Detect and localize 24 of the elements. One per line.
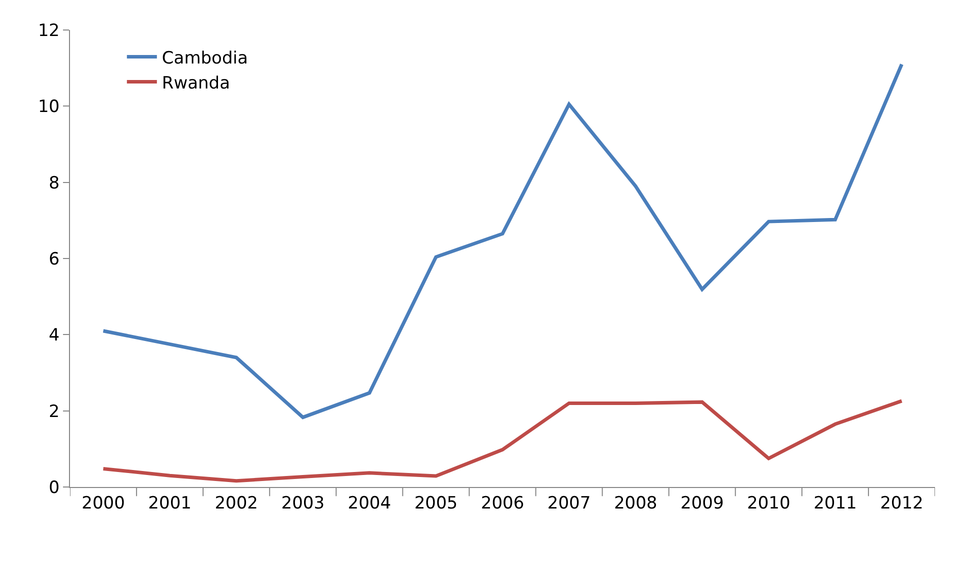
y-tick-label: 0 [48,478,60,498]
x-tick-label: 2002 [214,493,258,514]
y-tick-label: 8 [48,173,60,194]
y-tick-label: 4 [48,326,60,346]
x-tick-label: 2009 [680,493,724,514]
x-tick-label: 2012 [880,493,924,514]
y-tick-label: 12 [38,20,60,41]
x-tick-label: 2008 [614,493,658,514]
y-tick-label: 2 [48,402,60,422]
y-tick-label: 6 [48,249,60,270]
x-tick-label: 2005 [414,493,458,514]
x-tick-label: 2001 [148,493,192,514]
legend-label: Cambodia [162,48,248,68]
x-tick-label: 2000 [82,493,125,514]
y-tick-label: 10 [38,97,60,118]
x-tick-label: 2007 [547,493,591,514]
legend-label: Rwanda [162,73,230,94]
line-series [102,399,904,483]
line-series [102,62,904,420]
x-tick-label: 2010 [747,493,790,514]
x-tick-label: 2011 [814,493,857,514]
x-tick-label: 2006 [480,493,524,514]
x-tick-label: 2003 [281,493,325,514]
x-tick-label: 2004 [348,493,392,514]
